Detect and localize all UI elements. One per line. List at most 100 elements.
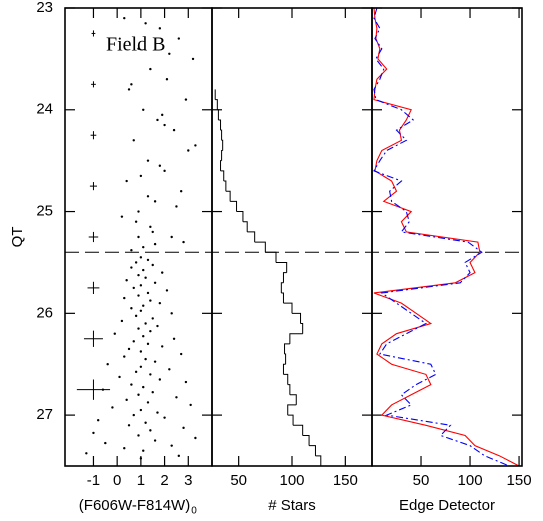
star-point	[179, 190, 183, 193]
star-point	[151, 391, 154, 394]
star-point	[149, 329, 152, 333]
star-point	[132, 413, 135, 417]
histogram-step	[247, 231, 256, 243]
x-tick-label: 50	[413, 472, 430, 489]
star-point	[182, 426, 185, 430]
star-point	[144, 322, 147, 325]
star-point	[165, 289, 169, 292]
x-axis-label-subscript: 0	[191, 506, 197, 517]
star-point	[130, 249, 133, 252]
star-point	[144, 22, 147, 25]
y-tick-label: 26	[36, 304, 53, 321]
star-point	[92, 431, 95, 435]
star-point	[137, 393, 140, 396]
star-point	[139, 457, 143, 460]
histogram-step	[315, 455, 322, 466]
star-point	[146, 342, 150, 346]
star-point	[149, 429, 152, 432]
histogram-step	[309, 445, 316, 456]
star-point	[111, 406, 114, 409]
star-point	[146, 195, 150, 198]
star-point	[142, 108, 145, 111]
annotation: Field B	[106, 34, 165, 56]
star-point	[146, 291, 150, 295]
star-point	[179, 352, 183, 356]
histogram-step	[293, 424, 304, 436]
histogram-step	[300, 323, 304, 334]
x-tick-label: 100	[458, 472, 483, 489]
histogram-step	[242, 221, 248, 232]
x-tick-label: 150	[507, 472, 532, 489]
star-point	[153, 281, 157, 284]
star-point	[142, 385, 145, 389]
panel-frame	[211, 7, 373, 467]
star-point	[137, 327, 140, 330]
star-point	[184, 98, 188, 101]
histogram-step	[254, 241, 266, 253]
histogram-step	[221, 139, 224, 151]
star-point	[142, 335, 145, 338]
star-point	[191, 57, 195, 61]
star-point	[149, 373, 152, 376]
x-tick-label: 50	[230, 472, 247, 489]
star-point	[161, 271, 164, 274]
star-point	[134, 314, 138, 318]
y-tick-label: 24	[36, 101, 53, 118]
star-point	[134, 261, 138, 264]
star-point	[130, 266, 133, 269]
star-point	[158, 27, 162, 30]
histogram-step	[220, 129, 223, 141]
star-point	[168, 52, 171, 55]
star-point	[137, 47, 140, 50]
star-point	[132, 340, 135, 343]
star-point	[153, 242, 157, 246]
star-point	[168, 368, 171, 371]
x-tick-label: 0	[113, 472, 121, 489]
x-tick-label: 3	[184, 472, 192, 489]
star-point	[172, 128, 176, 132]
star-point	[165, 78, 169, 81]
histogram-step	[282, 272, 287, 283]
star-point	[123, 355, 126, 358]
star-point	[172, 337, 176, 340]
star-point	[123, 16, 126, 20]
star-point	[137, 434, 140, 437]
histogram-step	[289, 394, 297, 405]
star-point	[139, 256, 143, 259]
star-point	[125, 398, 128, 402]
histogram-step	[302, 434, 310, 446]
star-point	[130, 83, 133, 86]
star-point	[194, 436, 197, 440]
star-point	[139, 174, 143, 178]
star-point	[163, 169, 166, 173]
star-point	[149, 225, 152, 229]
star-point	[142, 268, 145, 272]
star-point	[139, 365, 143, 368]
star-point	[123, 296, 126, 300]
star-point	[158, 301, 162, 305]
histogram-step	[284, 343, 290, 355]
x-axis-label: (F606W-F814W)	[79, 497, 190, 514]
star-point	[137, 273, 140, 277]
x-tick-label: -1	[87, 472, 100, 489]
star-point	[85, 452, 88, 455]
star-point	[194, 144, 197, 147]
star-point	[132, 286, 135, 290]
star-point	[184, 380, 188, 384]
histogram-step	[287, 414, 294, 426]
star-point	[130, 307, 133, 310]
histogram-step	[218, 119, 222, 131]
star-point	[120, 215, 124, 218]
star-point	[134, 220, 138, 223]
x-axis-label: # Stars	[268, 497, 316, 514]
star-point	[113, 332, 116, 335]
star-point	[139, 408, 143, 412]
star-point	[123, 446, 126, 450]
star-point	[130, 383, 133, 386]
histogram-step	[276, 261, 288, 273]
histogram-step	[230, 200, 238, 212]
star-point	[137, 235, 140, 239]
histogram-step	[223, 180, 227, 192]
histogram-step	[265, 251, 277, 263]
histogram-step	[283, 302, 293, 314]
